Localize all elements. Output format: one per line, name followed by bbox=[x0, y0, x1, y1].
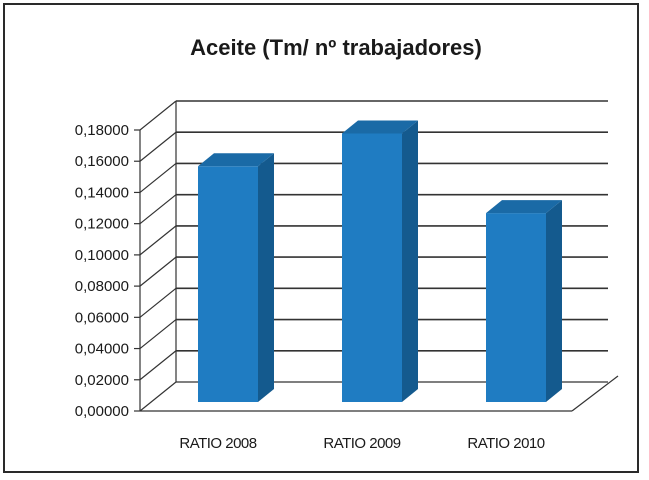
side-wall-line bbox=[139, 100, 177, 131]
y-tick-label: 0,16000 bbox=[75, 153, 129, 170]
y-tick-labels: 0,00000 0,02000 0,04000 0,06000 0,08000 0,100… bbox=[75, 122, 129, 420]
side-wall-line bbox=[139, 319, 177, 350]
bar-side bbox=[546, 200, 562, 402]
side-wall-line bbox=[139, 225, 177, 256]
floor-right-edge bbox=[571, 375, 619, 412]
side-wall-line bbox=[139, 287, 177, 318]
x-tick-labels: RATIO 2008 RATIO 2009 RATIO 2010 bbox=[179, 435, 545, 452]
y-tick-label: 0,18000 bbox=[75, 122, 129, 139]
chart-title: Aceite (Tm/ nº trabajadores) bbox=[190, 35, 482, 60]
bar-top bbox=[486, 200, 562, 214]
bar bbox=[486, 200, 562, 402]
x-tick-label: RATIO 2009 bbox=[323, 435, 400, 452]
y-tick-label: 0,08000 bbox=[75, 278, 129, 295]
y-tick-label: 0,14000 bbox=[75, 184, 129, 201]
side-wall-line bbox=[139, 131, 177, 162]
bar-top bbox=[342, 120, 418, 134]
bar bbox=[198, 153, 274, 402]
bar-side bbox=[402, 120, 418, 402]
bar-layer bbox=[198, 120, 562, 402]
side-wall-line bbox=[139, 194, 177, 225]
bar-side bbox=[258, 153, 274, 402]
y-tick-label: 0,00000 bbox=[75, 403, 129, 420]
side-wall-line bbox=[139, 256, 177, 287]
x-tick-label: RATIO 2008 bbox=[179, 435, 256, 452]
y-tick-label: 0,06000 bbox=[75, 309, 129, 326]
y-tick-label: 0,10000 bbox=[75, 247, 129, 264]
bar-front bbox=[198, 166, 258, 402]
y-tick-label: 0,04000 bbox=[75, 341, 129, 358]
bar-front bbox=[342, 133, 402, 402]
bar-front bbox=[486, 213, 546, 402]
y-tick-label: 0,12000 bbox=[75, 216, 129, 233]
y-tick-label: 0,02000 bbox=[75, 372, 129, 389]
side-wall-line bbox=[139, 350, 177, 381]
bar-top bbox=[198, 153, 274, 167]
bar bbox=[342, 120, 418, 402]
x-tick-label: RATIO 2010 bbox=[467, 435, 544, 452]
side-wall-line bbox=[139, 381, 177, 412]
side-wall-line bbox=[139, 162, 177, 193]
